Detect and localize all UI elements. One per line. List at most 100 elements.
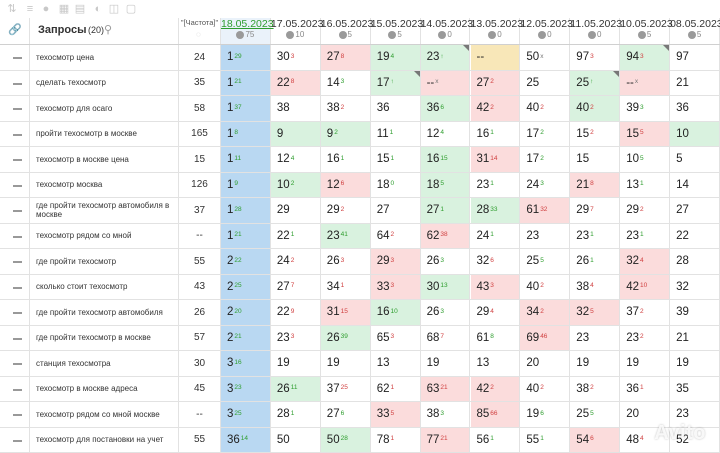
link-column-header[interactable]: 🔗 bbox=[0, 18, 30, 44]
date-column-header[interactable]: 13.05.2023 0 bbox=[470, 18, 524, 44]
row-handle[interactable] bbox=[0, 121, 30, 146]
position-value: 50 bbox=[526, 51, 540, 64]
frequency-column-header[interactable]: "[Частота]" ◌ bbox=[179, 18, 221, 44]
query-cell: техосмотр рядом со мной москве bbox=[30, 402, 179, 427]
date-label[interactable]: 08.05.2023 bbox=[670, 18, 720, 30]
position-value: 38 bbox=[576, 382, 590, 395]
position-value: 36 bbox=[426, 102, 440, 115]
position-delta: 21 bbox=[234, 333, 242, 341]
date-label[interactable]: 12.05.2023 bbox=[520, 18, 573, 30]
columns-icon[interactable]: ▦ bbox=[58, 3, 70, 15]
date-column-header[interactable]: 17.05.2023 10 bbox=[270, 18, 324, 44]
position-value: 27 bbox=[326, 408, 340, 421]
date-label[interactable]: 14.05.2023 bbox=[420, 18, 474, 30]
dash-icon[interactable] bbox=[13, 82, 22, 85]
frequency-cell: 37 bbox=[179, 198, 221, 223]
position-value: 34 bbox=[326, 280, 340, 293]
position-delta: 5 bbox=[639, 154, 644, 162]
dash-icon[interactable] bbox=[13, 439, 22, 442]
row-handle[interactable] bbox=[0, 147, 30, 172]
dash-icon[interactable] bbox=[13, 235, 22, 238]
date-label[interactable]: 15.05.2023 bbox=[370, 18, 424, 30]
row-handle[interactable] bbox=[0, 376, 30, 401]
date-column-header[interactable]: 08.05.2023 5 bbox=[670, 18, 720, 44]
position-value: 52 bbox=[676, 433, 689, 446]
row-handle[interactable] bbox=[0, 198, 30, 223]
date-label[interactable]: 18.05.2023 bbox=[221, 18, 274, 30]
row-handle[interactable] bbox=[0, 172, 30, 197]
frequency-cell: 57 bbox=[179, 325, 221, 350]
position-cell: 3 23 bbox=[221, 376, 271, 401]
query-column-header[interactable]: Запросы (20) ⚲ bbox=[30, 18, 179, 44]
toggle-icon[interactable]: ● bbox=[42, 3, 50, 15]
frequency-label: "[Частота]" bbox=[180, 18, 219, 27]
date-label[interactable]: 11.05.2023 bbox=[570, 18, 623, 30]
row-handle[interactable] bbox=[0, 427, 30, 452]
position-value: 9 bbox=[276, 127, 284, 140]
position-cell: 9 bbox=[270, 121, 321, 146]
date-label[interactable]: 17.05.2023 bbox=[270, 18, 324, 30]
row-handle[interactable] bbox=[0, 70, 30, 95]
dash-icon[interactable] bbox=[13, 414, 22, 416]
sort-icon[interactable]: ⇅ bbox=[7, 3, 17, 15]
position-value: 27 bbox=[376, 204, 390, 217]
dash-icon[interactable] bbox=[13, 159, 22, 161]
position-cell: 39 3 bbox=[620, 96, 671, 121]
date-column-header[interactable]: 18.05.2023 75 bbox=[221, 18, 274, 44]
row-handle[interactable] bbox=[0, 223, 30, 248]
row-handle[interactable] bbox=[0, 45, 30, 70]
square-icon[interactable]: ▢ bbox=[125, 3, 137, 15]
dash-icon[interactable] bbox=[13, 312, 22, 314]
date-column-header[interactable]: 15.05.2023 5 bbox=[370, 18, 424, 44]
position-delta: 3 bbox=[390, 282, 395, 290]
position-delta: 2 bbox=[290, 256, 295, 264]
half-circle-icon[interactable]: ◐ bbox=[94, 3, 102, 15]
dash-icon[interactable] bbox=[13, 108, 22, 110]
row-handle[interactable] bbox=[0, 351, 30, 376]
position-cell: 22 bbox=[670, 223, 720, 248]
date-column-header[interactable]: 11.05.2023 0 bbox=[570, 18, 623, 44]
row-handle[interactable] bbox=[0, 325, 30, 350]
dash-icon[interactable] bbox=[13, 184, 22, 187]
row-handle[interactable] bbox=[0, 300, 30, 325]
position-cell: -- bbox=[470, 45, 521, 70]
date-column-header[interactable]: 14.05.2023 0 bbox=[420, 18, 474, 44]
position-delta: 29 bbox=[234, 52, 242, 60]
position-value: 2 bbox=[227, 331, 234, 344]
split-icon[interactable]: ◫ bbox=[108, 3, 120, 15]
position-cell: 28 bbox=[670, 249, 720, 274]
position-value: 38 bbox=[276, 102, 290, 115]
position-delta: 6 bbox=[340, 180, 345, 188]
row-handle[interactable] bbox=[0, 402, 30, 427]
date-column-header[interactable]: 16.05.2023 5 bbox=[320, 18, 374, 44]
date-label[interactable]: 13.05.2023 bbox=[470, 18, 524, 30]
row-handle[interactable] bbox=[0, 249, 30, 274]
dash-icon[interactable] bbox=[13, 133, 22, 136]
position-value: 19 bbox=[326, 357, 340, 370]
dash-icon[interactable] bbox=[13, 57, 22, 59]
position-delta: 10 bbox=[390, 307, 398, 315]
date-column-header[interactable]: 12.05.2023 0 bbox=[520, 18, 573, 44]
dash-icon[interactable] bbox=[13, 210, 22, 212]
search-icon[interactable]: ⚲ bbox=[104, 24, 113, 36]
date-label[interactable]: 10.05.2023 bbox=[620, 18, 673, 30]
grid-icon[interactable]: ▤ bbox=[74, 3, 86, 15]
dash-icon[interactable] bbox=[13, 286, 22, 289]
link-icon[interactable]: 🔗 bbox=[8, 24, 22, 36]
dash-icon[interactable] bbox=[13, 337, 22, 340]
dash-icon[interactable] bbox=[13, 261, 22, 263]
position-delta: 3 bbox=[440, 409, 445, 417]
position-cell: 24 3 bbox=[520, 172, 571, 197]
date-label[interactable]: 16.05.2023 bbox=[320, 18, 374, 30]
position-cell: 2 22 bbox=[221, 249, 271, 274]
position-value: 37 bbox=[626, 306, 639, 319]
row-handle[interactable] bbox=[0, 96, 30, 121]
dash-icon[interactable] bbox=[13, 363, 22, 365]
position-delta: 21 bbox=[440, 435, 448, 443]
date-column-header[interactable]: 10.05.2023 5 bbox=[620, 18, 673, 44]
dash-icon[interactable] bbox=[13, 388, 22, 391]
list-icon[interactable]: ≡ bbox=[26, 3, 34, 15]
date-sub-value: 0 bbox=[447, 30, 452, 39]
row-handle[interactable] bbox=[0, 274, 30, 299]
